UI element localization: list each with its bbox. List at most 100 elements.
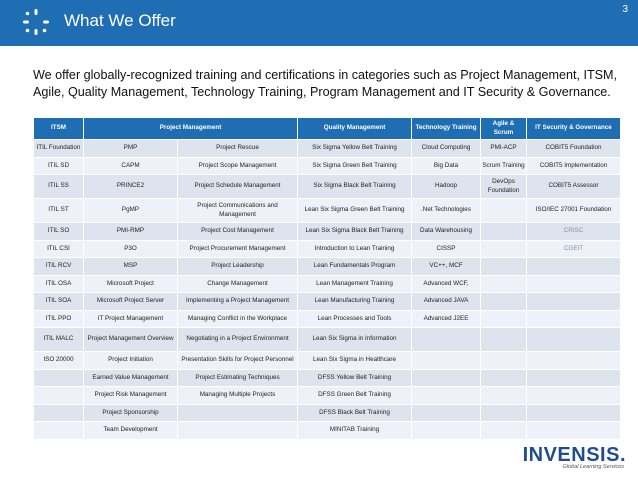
column-header-itsm: ITSM: [33, 117, 84, 140]
table-cell: [526, 309, 621, 328]
table-cell: PgMP: [83, 198, 178, 223]
table-cell: Big Data: [411, 156, 481, 175]
table-cell: Microsoft Project Server: [83, 292, 178, 311]
table-cell: Six Sigma Black Belt Training: [297, 174, 412, 199]
table-cell: ITIL ST: [33, 198, 84, 223]
table-cell: [411, 421, 481, 440]
table-cell: Project Risk Management: [83, 386, 178, 405]
table-row: ITIL ST PgMP Project Communications and Ma…: [33, 198, 621, 223]
table-cell: VC++, MCF: [411, 257, 481, 276]
table-row: Project Sponsorship DFSS Black Belt Train…: [33, 403, 621, 422]
table-row: ITIL Foundation PMP Project Rescue Six Sigm…: [33, 139, 621, 158]
table-cell: [411, 386, 481, 405]
table-row: ITIL SOA Microsoft Project Server Implemen…: [33, 292, 621, 311]
table-cell: DFSS Yellow Belt Training: [297, 368, 412, 387]
table-cell: MSP: [83, 257, 178, 276]
table-cell: ITIL SO: [33, 222, 84, 241]
table-cell: Lean Six Sigma Black Belt Training: [297, 222, 412, 241]
table-cell: ITIL CSI: [33, 239, 84, 258]
table-cell: Presentation Skills for Project Personne…: [177, 351, 298, 370]
title-bar: What We Offer 3: [0, 0, 638, 46]
table-cell: [411, 351, 481, 370]
table-cell: [480, 421, 527, 440]
table-cell: [526, 421, 621, 440]
table-row: ITIL OSA Microsoft Project Change Manageme…: [33, 274, 621, 293]
table-cell: Earned Value Management: [83, 368, 178, 387]
table-cell: Project Estimating Techniques: [177, 368, 298, 387]
table-cell: PRINCE2: [83, 174, 178, 199]
table-cell: Project Cost Management: [177, 222, 298, 241]
table-cell: CRISC: [526, 222, 621, 241]
table-cell: ITIL MALC: [33, 327, 84, 352]
table-cell: Negotiating in a Project Environment: [177, 327, 298, 352]
table-cell: Lean Six Sigma in Healthcare: [297, 351, 412, 370]
table-cell: [526, 351, 621, 370]
offer-table: ITSM Project Management Quality Manageme…: [33, 117, 621, 440]
table-cell: [411, 403, 481, 422]
column-header-it-security: IT Security & Governance: [526, 117, 621, 140]
table-row: ITIL CSI P3O Project Procurement Managemen…: [33, 239, 621, 258]
table-cell: [526, 292, 621, 311]
table-cell: CAPM: [83, 156, 178, 175]
table-cell: [480, 239, 527, 258]
table-cell: Six Sigma Yellow Belt Training: [297, 139, 412, 158]
table-cell: [480, 257, 527, 276]
table-cell: ISO 20000: [33, 351, 84, 370]
page-title: What We Offer: [64, 11, 176, 30]
table-cell: Implementing a Project Management: [177, 292, 298, 311]
table-cell: Lean Management Training: [297, 274, 412, 293]
table-cell: ITIL SOA: [33, 292, 84, 311]
intro-text: We offer globally-recognized training an…: [33, 68, 618, 99]
table-cell: CISSP: [411, 239, 481, 258]
table-cell: [480, 309, 527, 328]
table-cell: Project Communications and Management: [177, 198, 298, 223]
table-cell: [33, 421, 84, 440]
table-cell: [480, 368, 527, 387]
table-cell: .Net Technologies: [411, 198, 481, 223]
page-number: 3: [622, 4, 628, 15]
table-cell: CGEIT: [526, 239, 621, 258]
table-cell: Managing Multiple Projects: [177, 386, 298, 405]
table-cell: Advanced WCF,: [411, 274, 481, 293]
table-cell: Lean Six Sigma Green Belt Training: [297, 198, 412, 223]
table-cell: [526, 386, 621, 405]
table-cell: [526, 274, 621, 293]
table-cell: Project Scope Management: [177, 156, 298, 175]
brand-logo: INVENSIS. Global Learning Services: [510, 444, 626, 474]
table-cell: [177, 421, 298, 440]
table-cell: [480, 222, 527, 241]
table-cell: [480, 274, 527, 293]
table-cell: Six Sigma Green Belt Training: [297, 156, 412, 175]
table-cell: ITIL Foundation: [33, 139, 84, 158]
table-cell: Change Management: [177, 274, 298, 293]
table-cell: [33, 386, 84, 405]
table-cell: PMP: [83, 139, 178, 158]
table-body: ITIL Foundation PMP Project Rescue Six Sigm…: [33, 139, 621, 440]
table-cell: Microsoft Project: [83, 274, 178, 293]
brand-name: INVENSIS.: [522, 444, 626, 466]
table-cell: Scrum Training: [480, 156, 527, 175]
table-cell: [480, 327, 527, 352]
table-row: Team Development MINITAB Training: [33, 421, 621, 440]
table-cell: Project Sponsorship: [83, 403, 178, 422]
table-cell: [177, 403, 298, 422]
table-cell: DFSS Black Belt Training: [297, 403, 412, 422]
table-cell: ITIL SS: [33, 174, 84, 199]
brand-tagline: Global Learning Services: [562, 464, 624, 470]
table-cell: [480, 198, 527, 223]
table-row: ITIL SS PRINCE2 Project Schedule Managemen…: [33, 174, 621, 199]
table-cell: [480, 386, 527, 405]
table-cell: ITIL RCV: [33, 257, 84, 276]
table-cell: Lean Processes and Tools: [297, 309, 412, 328]
table-cell: COBIT5 Assessor: [526, 174, 621, 199]
table-cell: Lean Six Sigma in Information: [297, 327, 412, 352]
table-cell: Project Initiation: [83, 351, 178, 370]
table-cell: [33, 368, 84, 387]
table-row: ITIL MALC Project Management Overview Nego…: [33, 327, 621, 352]
table-cell: Lean Fundamentals Program: [297, 257, 412, 276]
table-header-row: ITSM Project Management Quality Manageme…: [33, 117, 621, 140]
table-cell: Project Rescue: [177, 139, 298, 158]
table-cell: Managing Conflict in the Workplace: [177, 309, 298, 328]
table-cell: Cloud Computing: [411, 139, 481, 158]
table-cell: [411, 368, 481, 387]
